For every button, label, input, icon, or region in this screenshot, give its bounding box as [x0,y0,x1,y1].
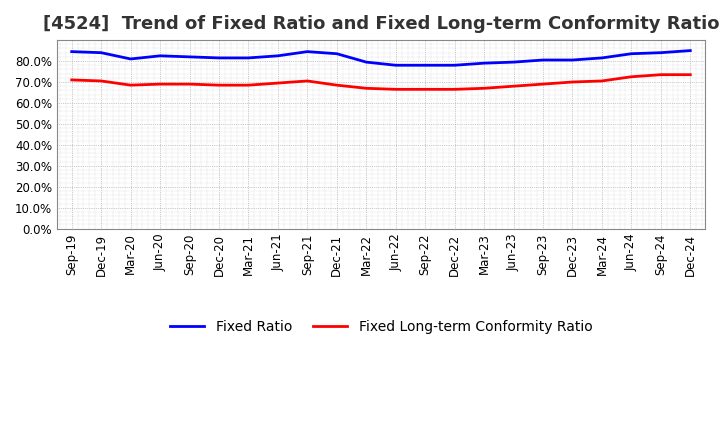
Fixed Long-term Conformity Ratio [126,83,135,88]
Fixed Long-term Conformity Ratio [215,83,223,88]
Fixed Ratio [480,61,488,66]
Fixed Long-term Conformity Ratio [244,83,253,88]
Fixed Long-term Conformity Ratio [392,87,400,92]
Fixed Ratio [450,62,459,68]
Fixed Long-term Conformity Ratio [450,87,459,92]
Fixed Ratio [509,59,518,65]
Fixed Long-term Conformity Ratio [421,87,430,92]
Fixed Long-term Conformity Ratio [274,81,282,86]
Fixed Ratio [657,50,665,55]
Fixed Ratio [185,54,194,59]
Fixed Long-term Conformity Ratio [185,81,194,87]
Fixed Ratio [303,49,312,54]
Fixed Long-term Conformity Ratio [539,81,547,87]
Fixed Ratio [362,59,371,65]
Fixed Long-term Conformity Ratio [97,78,106,84]
Fixed Ratio [568,57,577,62]
Fixed Ratio [627,51,636,56]
Legend: Fixed Ratio, Fixed Long-term Conformity Ratio: Fixed Ratio, Fixed Long-term Conformity … [164,315,598,340]
Fixed Long-term Conformity Ratio [627,74,636,79]
Fixed Long-term Conformity Ratio [657,72,665,77]
Fixed Long-term Conformity Ratio [156,81,164,87]
Fixed Ratio [333,51,341,56]
Fixed Ratio [274,53,282,59]
Fixed Ratio [421,62,430,68]
Fixed Long-term Conformity Ratio [509,84,518,89]
Fixed Long-term Conformity Ratio [68,77,76,83]
Fixed Long-term Conformity Ratio [480,86,488,91]
Fixed Long-term Conformity Ratio [568,79,577,84]
Fixed Ratio [686,48,695,53]
Line: Fixed Long-term Conformity Ratio: Fixed Long-term Conformity Ratio [72,75,690,89]
Title: [4524]  Trend of Fixed Ratio and Fixed Long-term Conformity Ratio: [4524] Trend of Fixed Ratio and Fixed Lo… [42,15,719,33]
Fixed Ratio [97,50,106,55]
Fixed Ratio [392,62,400,68]
Fixed Ratio [598,55,606,61]
Fixed Long-term Conformity Ratio [303,78,312,84]
Fixed Ratio [539,57,547,62]
Fixed Ratio [156,53,164,59]
Fixed Long-term Conformity Ratio [362,86,371,91]
Fixed Long-term Conformity Ratio [333,83,341,88]
Line: Fixed Ratio: Fixed Ratio [72,51,690,65]
Fixed Ratio [126,56,135,62]
Fixed Ratio [244,55,253,61]
Fixed Ratio [215,55,223,61]
Fixed Long-term Conformity Ratio [598,78,606,84]
Fixed Long-term Conformity Ratio [686,72,695,77]
Fixed Ratio [68,49,76,54]
